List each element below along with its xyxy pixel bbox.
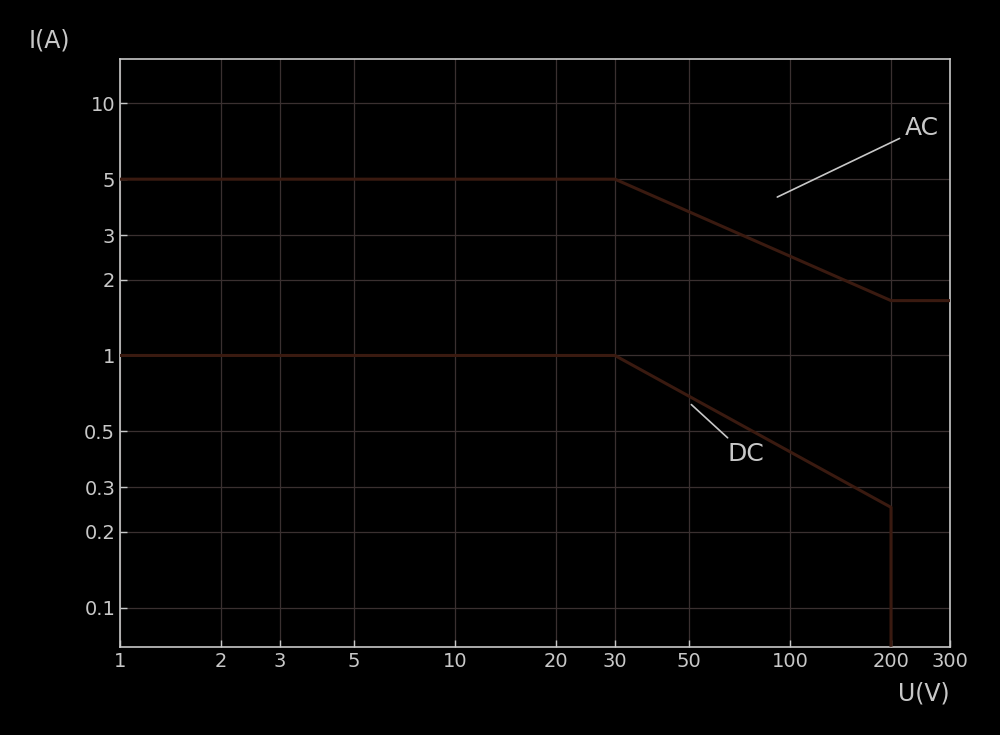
Text: AC: AC <box>777 115 939 197</box>
Text: DC: DC <box>691 404 764 467</box>
X-axis label: U(V): U(V) <box>898 682 950 706</box>
Y-axis label: I(A): I(A) <box>29 29 70 53</box>
